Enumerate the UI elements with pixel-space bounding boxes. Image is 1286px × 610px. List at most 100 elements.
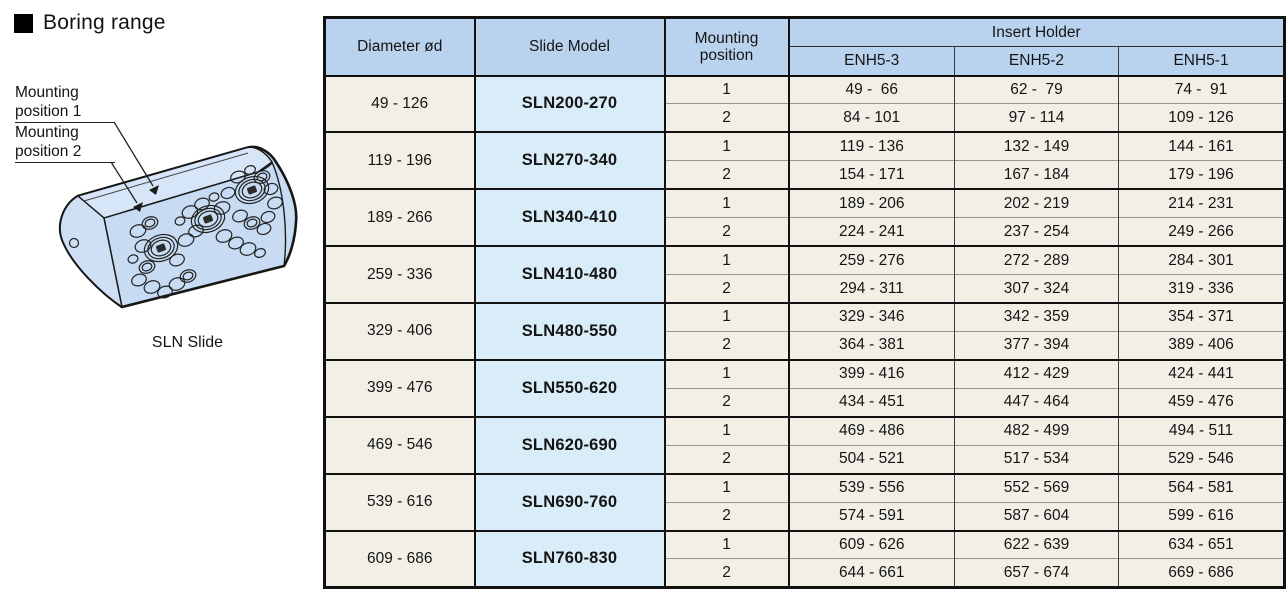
header-row-2: ENH5-3 ENH5-2 ENH5-1 — [325, 46, 1285, 77]
diameter-cell: 49 - 126 — [324, 74, 476, 133]
table-row: 2 294 - 311 307 - 324 319 - 336 — [325, 274, 1285, 303]
table-row: 119 - 196 SLN270-340 1 119 - 136 132 - 149 14… — [324, 131, 1285, 190]
slide-model-cell: SLN480-550 — [474, 302, 666, 360]
insert-range-cell: 259 - 276 — [788, 245, 955, 275]
diameter-cell: 469 - 546 — [324, 415, 476, 474]
callout-mounting-position-1: Mounting position 1 — [15, 84, 115, 123]
table-row: 399 - 476 SLN550-620 1 399 - 416 412 - 429 42… — [324, 358, 1285, 417]
col-header-enh5-1: ENH5-1 — [1118, 46, 1285, 77]
table-row: 49 - 126 SLN200-270 1 49 - 66 62 - 79 74 - 91 — [324, 74, 1285, 133]
insert-range-cell: 574 - 591 — [788, 501, 955, 531]
insert-range-cell: 154 - 171 — [788, 160, 955, 190]
insert-range-cell: 319 - 336 — [1118, 274, 1285, 303]
callout-mounting-position-2: Mounting position 2 — [15, 124, 115, 163]
insert-range-cell: 552 - 569 — [954, 472, 1119, 503]
slide-model-cell: SLN270-340 — [474, 131, 666, 190]
insert-range-cell: 447 - 464 — [954, 387, 1119, 417]
col-header-enh5-2: ENH5-2 — [954, 46, 1119, 77]
slide-model-cell: SLN760-830 — [474, 529, 666, 588]
diameter-cell: 399 - 476 — [324, 358, 476, 417]
insert-range-cell: 342 - 359 — [954, 301, 1119, 332]
insert-range-cell: 517 - 534 — [954, 444, 1119, 474]
insert-range-cell: 399 - 416 — [788, 358, 955, 389]
insert-range-cell: 539 - 556 — [788, 472, 955, 503]
diameter-cell: 539 - 616 — [324, 472, 476, 531]
insert-range-cell: 179 - 196 — [1118, 160, 1285, 190]
table-row: 539 - 616 SLN690-760 1 539 - 556 552 - 569 56… — [324, 472, 1285, 531]
insert-range-cell: 364 - 381 — [788, 330, 955, 360]
insert-range-cell: 657 - 674 — [954, 558, 1119, 588]
insert-range-cell: 599 - 616 — [1118, 501, 1285, 531]
insert-range-cell: 307 - 324 — [954, 274, 1119, 303]
insert-range-cell: 144 - 161 — [1118, 131, 1285, 161]
table-row: 2 224 - 241 237 - 254 249 - 266 — [325, 217, 1285, 247]
insert-range-cell: 132 - 149 — [954, 131, 1119, 161]
cap-hole — [68, 237, 80, 249]
insert-range-cell: 249 - 266 — [1118, 217, 1285, 247]
mounting-position-cell: 2 — [664, 444, 790, 474]
insert-range-cell: 189 - 206 — [788, 188, 955, 218]
boring-range-table: Diameter ød Slide Model Mounting positio… — [323, 16, 1286, 589]
diameter-cell: 609 - 686 — [324, 529, 476, 588]
insert-range-cell: 49 - 66 — [788, 74, 955, 104]
slide-model-cell: SLN340-410 — [474, 188, 666, 247]
insert-range-cell: 622 - 639 — [954, 529, 1119, 559]
header-row-1: Diameter ød Slide Model Mounting positio… — [324, 17, 1285, 77]
insert-range-cell: 459 - 476 — [1118, 387, 1285, 417]
insert-range-cell: 97 - 114 — [954, 103, 1119, 133]
diameter-cell: 119 - 196 — [324, 131, 476, 190]
table-row: 609 - 686 SLN760-830 1 609 - 626 622 - 639 63… — [324, 529, 1285, 588]
insert-range-cell: 237 - 254 — [954, 217, 1119, 247]
insert-range-cell: 634 - 651 — [1118, 529, 1285, 559]
mounting-position-cell: 2 — [664, 330, 790, 360]
mounting-position-cell: 1 — [664, 472, 790, 503]
slide-model-cell: SLN410-480 — [474, 245, 666, 303]
slide-model-cell: SLN690-760 — [474, 472, 666, 531]
insert-range-cell: 354 - 371 — [1118, 301, 1285, 332]
insert-range-cell: 377 - 394 — [954, 330, 1119, 360]
slide-model-cell: SLN550-620 — [474, 358, 666, 417]
table-row: 329 - 406 SLN480-550 1 329 - 346 342 - 359 35… — [324, 301, 1285, 360]
mounting-position-cell: 1 — [664, 529, 790, 559]
table-row: 2 434 - 451 447 - 464 459 - 476 — [325, 387, 1285, 417]
insert-range-cell: 62 - 79 — [954, 74, 1119, 104]
col-header-insert-holder: Insert Holder — [788, 17, 1285, 47]
section-bullet-square-icon — [14, 13, 33, 33]
table-header: Diameter ød Slide Model Mounting positio… — [324, 17, 1285, 77]
insert-range-cell: 644 - 661 — [788, 558, 955, 588]
front-right-edge — [271, 161, 287, 267]
section-title: Boring range — [14, 11, 166, 35]
table-row: 259 - 336 SLN410-480 1 259 - 276 272 - 289 28… — [324, 245, 1285, 303]
mounting-position-cell: 1 — [664, 131, 790, 161]
insert-range-cell: 482 - 499 — [954, 415, 1119, 446]
illustration-caption: SLN Slide — [151, 334, 224, 351]
sln-slide-drawing — [58, 121, 298, 309]
insert-range-cell: 504 - 521 — [788, 444, 955, 474]
mounting-position-cell: 2 — [664, 160, 790, 190]
insert-range-cell: 389 - 406 — [1118, 330, 1285, 360]
slide-model-cell: SLN200-270 — [474, 74, 666, 133]
table-row: 2 154 - 171 167 - 184 179 - 196 — [325, 160, 1285, 190]
diameter-cell: 329 - 406 — [324, 302, 476, 360]
mounting-position-cell: 2 — [664, 217, 790, 247]
slide-model-cell: SLN620-690 — [474, 415, 666, 474]
col-header-mounting-position: Mounting position — [664, 17, 790, 77]
mounting-position-cell: 1 — [664, 188, 790, 218]
insert-range-cell: 119 - 136 — [788, 131, 955, 161]
insert-range-cell: 109 - 126 — [1118, 103, 1285, 133]
col-header-enh5-3: ENH5-3 — [788, 46, 955, 77]
mounting-position-cell: 2 — [664, 103, 790, 133]
table-row: 2 574 - 591 587 - 604 599 - 616 — [325, 501, 1285, 531]
mounting-position-cell: 1 — [664, 74, 790, 104]
insert-range-cell: 587 - 604 — [954, 501, 1119, 531]
insert-range-cell: 469 - 486 — [788, 415, 955, 446]
slide-top-face — [77, 146, 273, 219]
table-row: 2 364 - 381 377 - 394 389 - 406 — [325, 330, 1285, 360]
front-left-edge — [103, 217, 123, 308]
col-header-slide-model: Slide Model — [474, 17, 666, 77]
mounting-position-cell: 1 — [664, 358, 790, 389]
table-row: 2 504 - 521 517 - 534 529 - 546 — [325, 444, 1285, 474]
insert-range-cell: 294 - 311 — [788, 274, 955, 303]
table-body: 49 - 126 SLN200-270 1 49 - 66 62 - 79 74 - 91… — [324, 74, 1285, 588]
insert-range-cell: 424 - 441 — [1118, 358, 1285, 389]
